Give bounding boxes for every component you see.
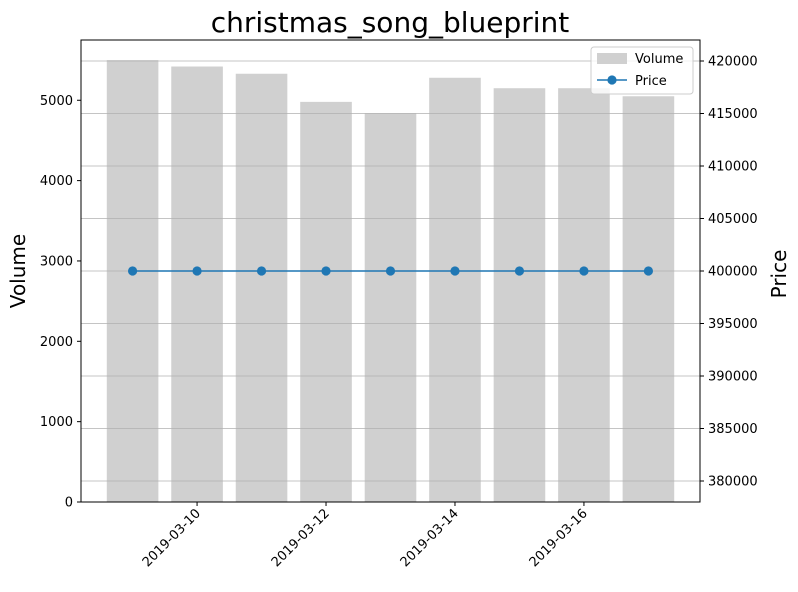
legend-label-price: Price: [635, 74, 667, 89]
y-tick-label: 2000: [40, 335, 73, 350]
y2-tick-label: 405000: [708, 212, 758, 227]
price-point: [450, 266, 460, 276]
price-point: [514, 266, 525, 276]
y-tick-label: 4000: [40, 174, 73, 189]
y2-tick-label: 395000: [708, 317, 758, 332]
legend-swatch-volume: [597, 53, 627, 64]
y2-tick-label: 415000: [708, 107, 758, 122]
bar: [364, 113, 417, 503]
bar: [429, 77, 481, 502]
y-axis-label-price: Price: [767, 250, 791, 299]
y2-tick-label: 420000: [708, 55, 758, 70]
y2-tick-label: 380000: [708, 475, 758, 490]
y-tick-label: 3000: [40, 254, 73, 269]
bar: [558, 88, 610, 503]
y-tick-label: 5000: [40, 94, 73, 109]
y-axis-label-volume: Volume: [6, 234, 30, 308]
price-point: [385, 266, 396, 276]
legend-label-volume: Volume: [635, 52, 683, 67]
y-tick-label: 1000: [40, 415, 73, 430]
bar: [300, 101, 352, 502]
y2-tick-label: 400000: [708, 265, 758, 280]
price-point: [643, 266, 654, 276]
bar-layer: [106, 60, 675, 503]
legend-marker-price: [607, 75, 617, 85]
bar: [171, 66, 223, 503]
bar: [622, 96, 675, 503]
x-tick-label: 2019-03-12: [269, 506, 333, 570]
y2-tick-label: 390000: [708, 370, 758, 385]
price-point: [127, 266, 138, 276]
bar: [106, 60, 159, 503]
legend: Volume Price: [590, 46, 694, 95]
x-tick-label: 2019-03-16: [527, 506, 591, 570]
y2-tick-label: 410000: [708, 160, 758, 175]
x-tick-label: 2019-03-10: [140, 506, 204, 570]
line-layer: [127, 266, 654, 276]
bar: [493, 88, 546, 503]
x-tick-label: 2019-03-14: [398, 506, 462, 570]
price-point: [256, 266, 267, 276]
price-point: [192, 266, 202, 276]
y-tick-label: 0: [65, 496, 73, 511]
price-point: [321, 266, 331, 276]
y2-tick-label: 385000: [708, 422, 758, 437]
chart-title: christmas_song_blueprint: [211, 6, 570, 39]
bar: [235, 73, 288, 502]
price-point: [579, 266, 589, 276]
